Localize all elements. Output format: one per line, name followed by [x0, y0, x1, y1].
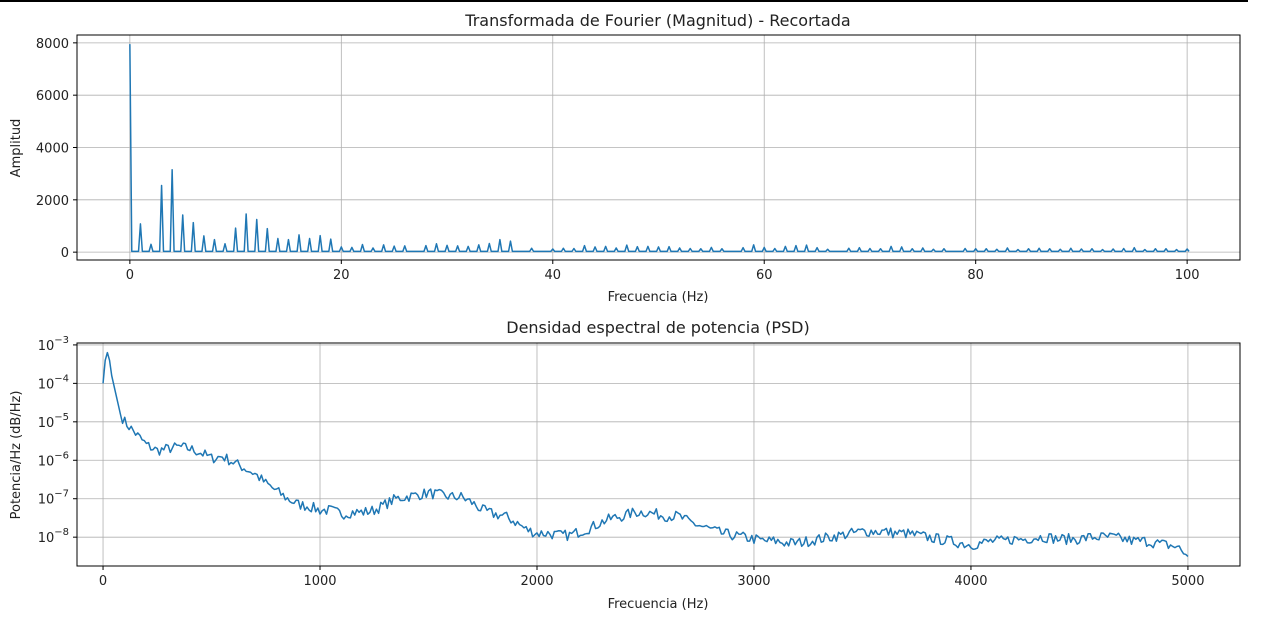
fft-grid — [77, 35, 1240, 260]
psd-x-tick-label: 3000 — [737, 574, 770, 589]
fft-x-tick-label: 40 — [544, 268, 561, 283]
fft-x-tick-label: 20 — [333, 268, 350, 283]
fft-x-tick-label: 0 — [126, 268, 134, 283]
psd-y-tick-label: 10−4 — [38, 373, 69, 392]
psd-subplot: 0 1000 2000 3000 4000 5000 10−810−710−610−510… — [9, 318, 1241, 612]
psd-grid — [77, 343, 1240, 566]
fft-chart-title: Transformada de Fourier (Magnitud) - Rec… — [464, 11, 850, 30]
psd-x-tick-label: 4000 — [954, 574, 987, 589]
fft-x-tick-label: 60 — [756, 268, 773, 283]
psd-line — [102, 351, 1189, 557]
fft-magnitude-line — [129, 44, 1190, 253]
fft-y-axis-label: Amplitud — [9, 119, 24, 178]
fft-y-ticks: 0 2000 4000 6000 8000 — [36, 37, 77, 261]
fft-y-tick-label: 6000 — [36, 89, 69, 104]
fft-x-tick-label: 80 — [967, 268, 984, 283]
psd-y-tick-label: 10−7 — [38, 489, 69, 508]
psd-y-tick-label: 10−3 — [38, 335, 69, 354]
psd-x-tick-label: 2000 — [520, 574, 553, 589]
fft-y-tick-label: 2000 — [36, 194, 69, 209]
psd-axes-frame — [76, 342, 1241, 567]
fft-subplot: 0 20 40 60 80 100 0 2000 4000 6000 8000 Transform… — [9, 11, 1241, 305]
psd-x-axis-label: Frecuencia (Hz) — [608, 597, 709, 612]
psd-chart-title: Densidad espectral de potencia (PSD) — [506, 318, 809, 337]
psd-y-tick-label: 10−6 — [38, 450, 69, 469]
fft-x-ticks: 0 20 40 60 80 100 — [126, 260, 1200, 283]
psd-y-tick-label: 10−8 — [38, 527, 69, 546]
psd-y-ticks: 10−8 10−7 10−6 10−5 10−4 10−3 — [38, 335, 77, 546]
fft-x-axis-label: Frecuencia (Hz) — [608, 290, 709, 305]
top-border-line — [0, 0, 1248, 2]
fft-x-tick-label: 100 — [1175, 268, 1200, 283]
fft-y-tick-label: 4000 — [36, 142, 69, 157]
fft-y-tick-label: 8000 — [36, 37, 69, 52]
psd-y-axis-label: Potencia/Hz (dB/Hz) — [9, 391, 24, 520]
fft-y-tick-label: 0 — [61, 246, 69, 261]
psd-x-tick-label: 0 — [99, 574, 107, 589]
psd-x-ticks: 0 1000 2000 3000 4000 5000 — [99, 566, 1204, 589]
psd-x-tick-label: 1000 — [303, 574, 336, 589]
psd-y-tick-label: 10−5 — [38, 412, 69, 431]
psd-x-tick-label: 5000 — [1171, 574, 1204, 589]
